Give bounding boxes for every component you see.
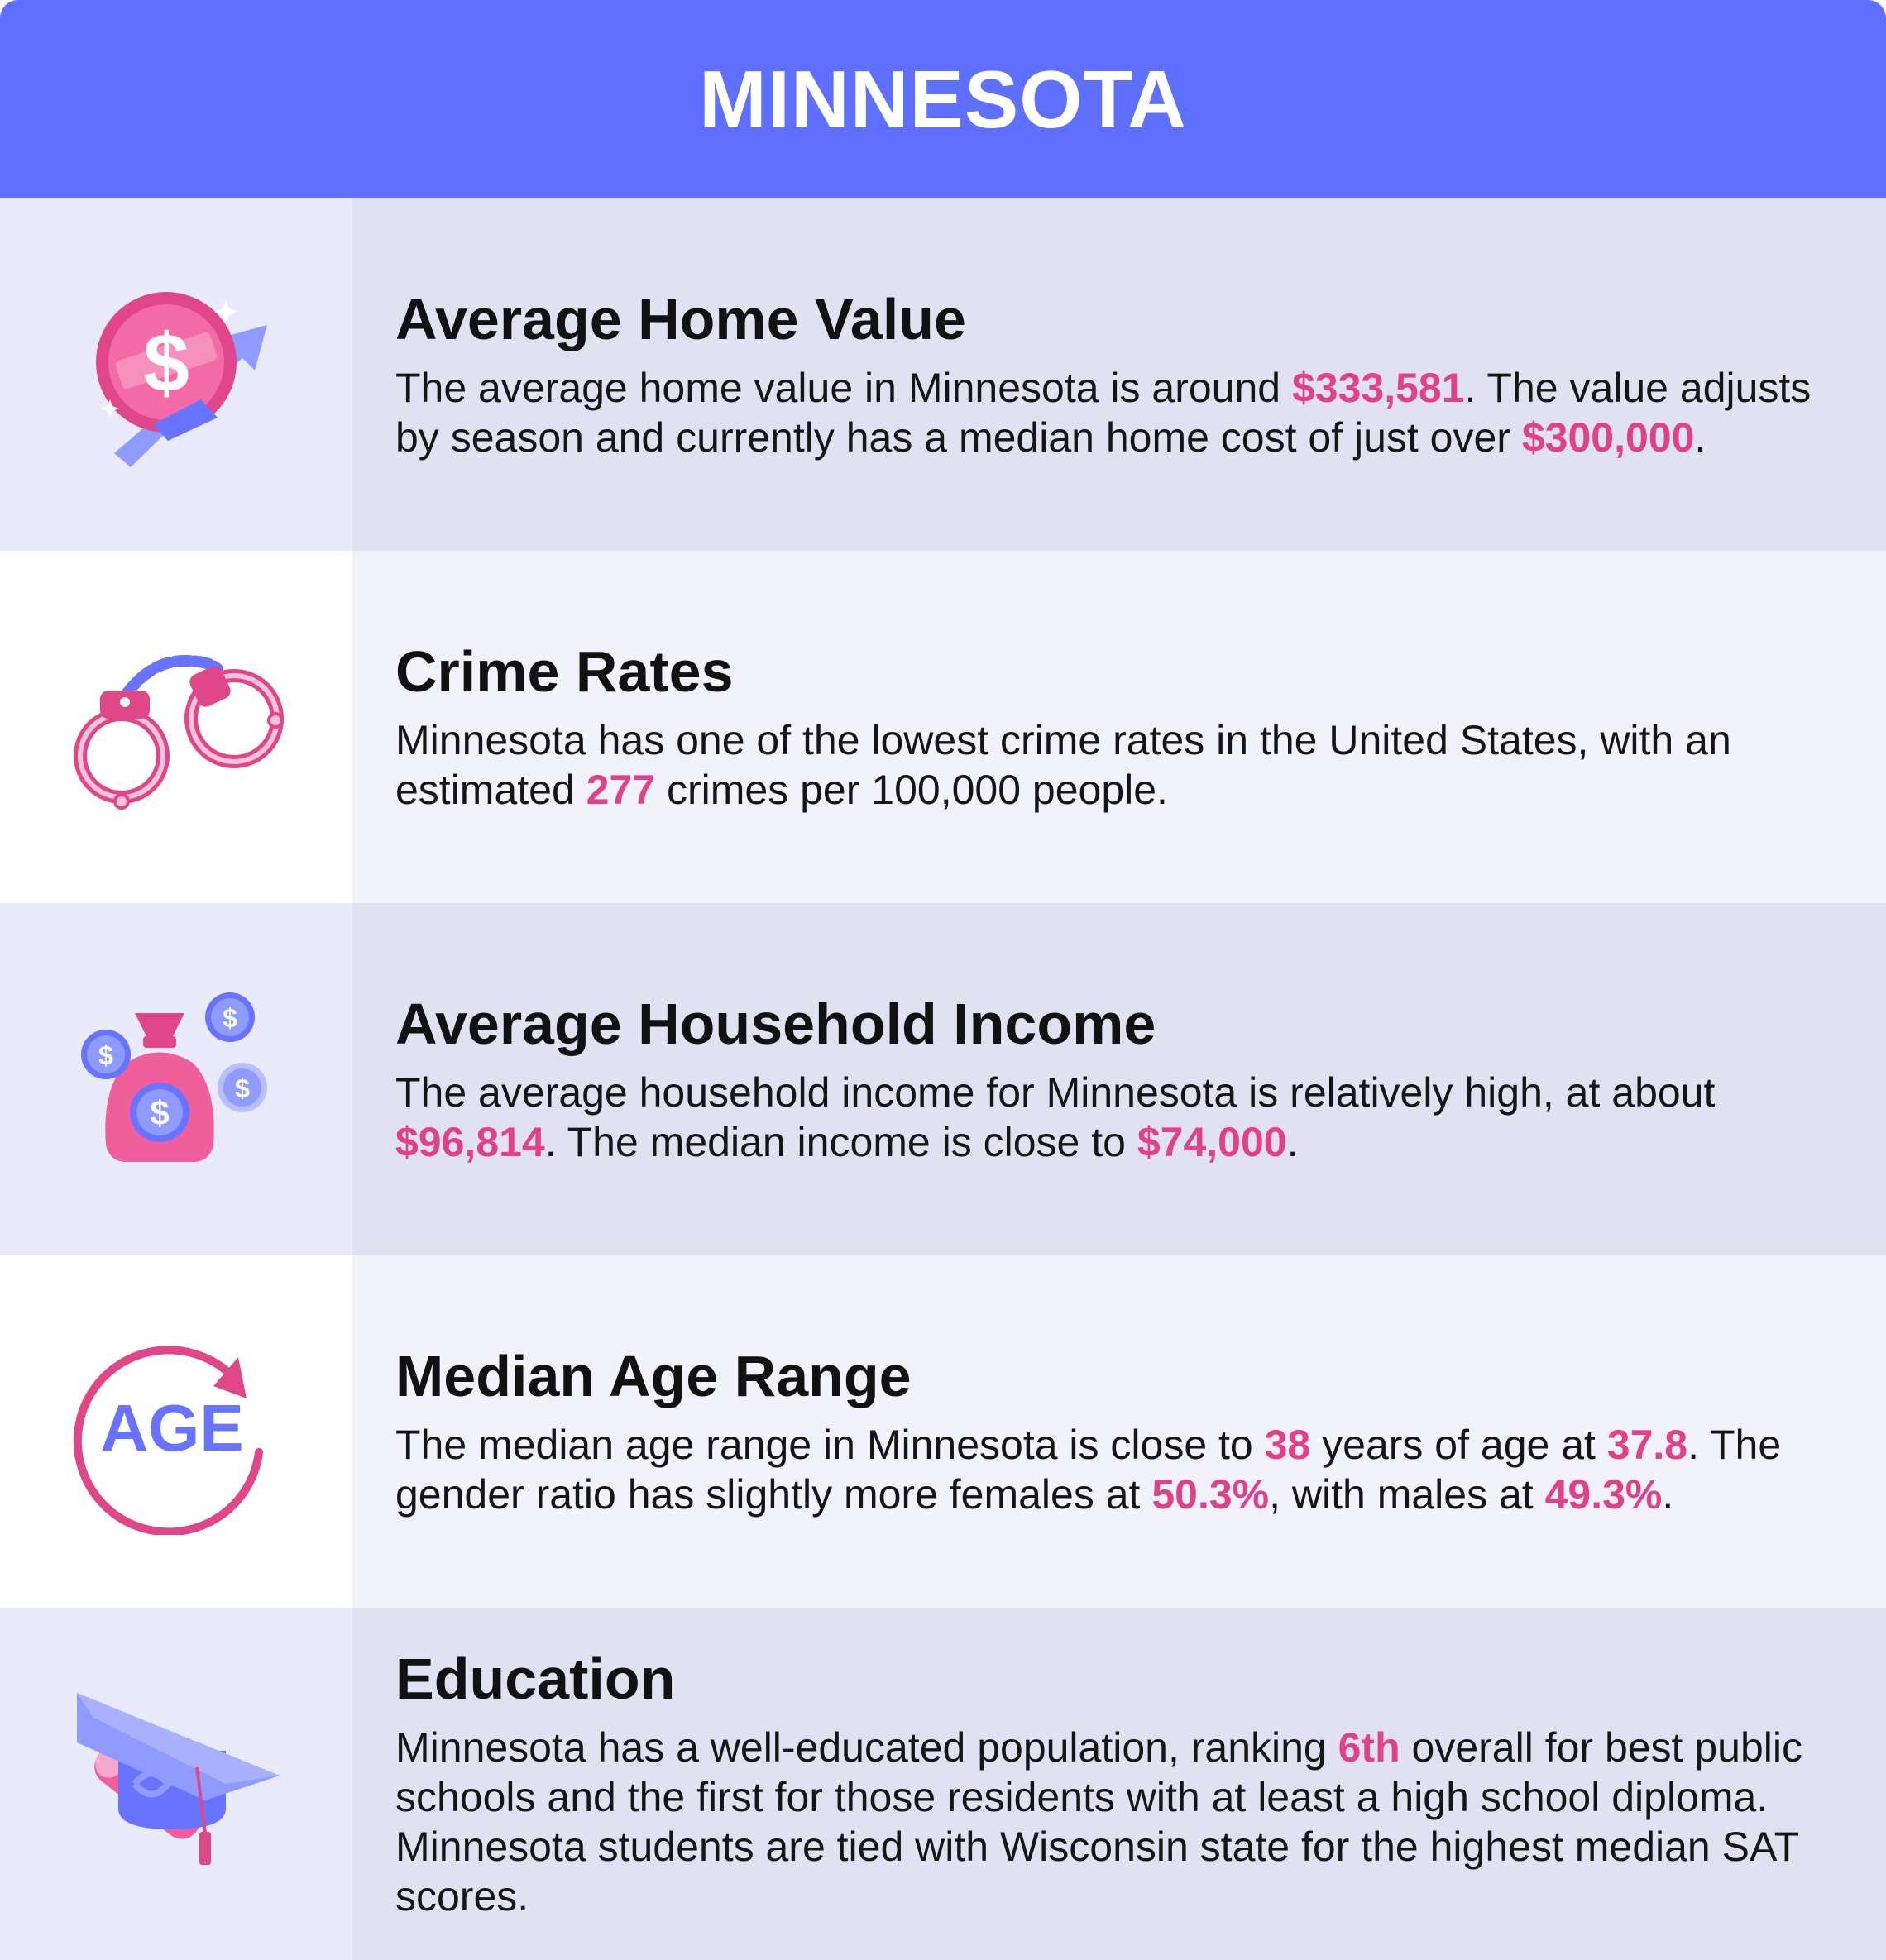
svg-text:$: $ xyxy=(235,1073,250,1103)
section-household-income: $ $ $ $ Average Household Income The ave… xyxy=(0,903,1886,1255)
highlight-value: 50.3% xyxy=(1151,1470,1270,1518)
icon-cell: $ xyxy=(0,198,352,551)
section-title: Average Household Income xyxy=(395,991,1156,1056)
highlight-value: $96,814 xyxy=(395,1118,545,1165)
highlight-value: $300,000 xyxy=(1521,414,1695,461)
section-median-age: AGE Median Age Range The median age rang… xyxy=(0,1255,1886,1608)
age-cycle-icon: AGE xyxy=(73,1346,263,1535)
money-growth-icon: $ xyxy=(96,292,267,467)
handcuffs-icon xyxy=(74,654,284,810)
section-body: Minnesota has a well-educated population… xyxy=(395,1723,1802,1919)
section-text: Education Minnesota has a well-educated … xyxy=(352,1608,1886,1960)
highlight-value: $333,581 xyxy=(1291,364,1465,411)
section-body: The median age range in Minnesota is clo… xyxy=(395,1421,1782,1518)
highlight-value: $74,000 xyxy=(1137,1118,1287,1165)
highlight-value: 38 xyxy=(1264,1421,1311,1468)
highlight-value: 277 xyxy=(586,766,656,813)
icon-cell: $ $ $ $ xyxy=(0,903,352,1255)
section-body: The average household income for Minneso… xyxy=(395,1068,1716,1165)
section-text: Average Home Value The average home valu… xyxy=(352,198,1886,551)
section-title: Education xyxy=(395,1646,676,1711)
icon-cell xyxy=(0,1608,352,1960)
highlight-value: 37.8 xyxy=(1606,1421,1688,1468)
section-home-value: $ Average Home Value The average home va… xyxy=(0,198,1886,551)
money-bag-icon: $ $ $ $ xyxy=(81,992,267,1162)
page-header: MINNESOTA xyxy=(0,0,1886,198)
svg-text:$: $ xyxy=(143,317,189,409)
section-text: Median Age Range The median age range in… xyxy=(352,1255,1886,1608)
section-body: Minnesota has one of the lowest crime ra… xyxy=(395,716,1731,813)
section-title: Median Age Range xyxy=(395,1343,912,1408)
section-title: Average Home Value xyxy=(395,286,966,351)
svg-text:$: $ xyxy=(150,1093,169,1132)
icon-cell xyxy=(0,551,352,903)
section-education: Education Minnesota has a well-educated … xyxy=(0,1608,1886,1960)
section-title: Crime Rates xyxy=(395,638,734,704)
section-crime-rates: Crime Rates Minnesota has one of the low… xyxy=(0,551,1886,903)
svg-text:$: $ xyxy=(98,1040,113,1070)
icon-cell: AGE xyxy=(0,1255,352,1608)
section-body: The average home value in Minnesota is a… xyxy=(395,364,1812,461)
age-icon-text: AGE xyxy=(100,1391,243,1465)
svg-text:$: $ xyxy=(223,1003,237,1033)
graduation-cap-icon xyxy=(77,1693,280,1865)
section-text: Average Household Income The average hou… xyxy=(352,903,1886,1255)
section-text: Crime Rates Minnesota has one of the low… xyxy=(352,551,1886,903)
highlight-value: 6th xyxy=(1338,1723,1400,1771)
highlight-value: 49.3% xyxy=(1544,1470,1663,1518)
page-title: MINNESOTA xyxy=(699,53,1187,145)
